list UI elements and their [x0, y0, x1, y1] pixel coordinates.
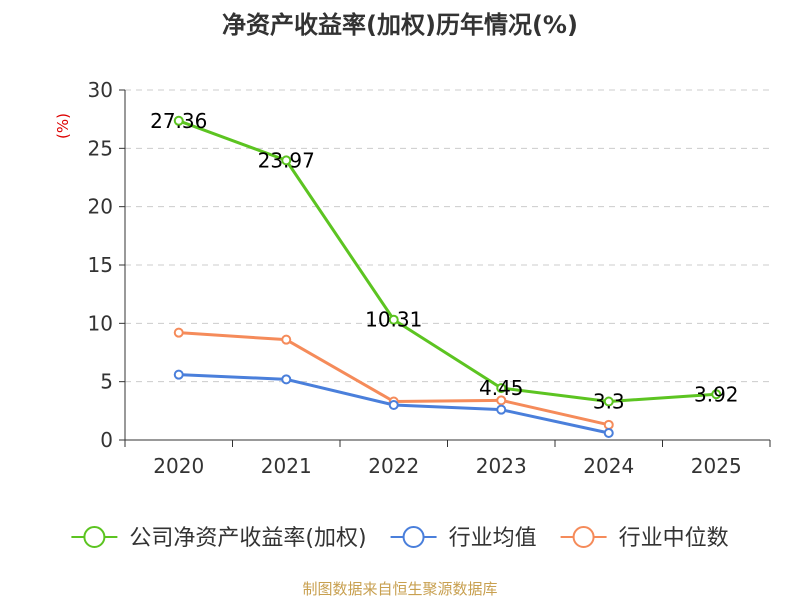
data-point[interactable] [281, 155, 292, 166]
gridlines [125, 89, 770, 383]
series-group [173, 115, 722, 438]
data-label: 3.92 [694, 382, 739, 406]
data-labels: 27.36 23.97 10.31 4.45 3.3 3.92 [150, 109, 738, 414]
data-point[interactable] [496, 383, 507, 394]
data-label: 3.3 [593, 390, 625, 414]
data-point[interactable] [603, 419, 614, 430]
data-point[interactable] [173, 115, 184, 126]
data-point[interactable] [281, 374, 292, 385]
source-note: 制图数据来自恒生聚源数据库 [302, 580, 497, 598]
data-point[interactable] [603, 428, 614, 438]
legend-swatch-marker[interactable] [572, 526, 595, 548]
legend-label[interactable]: 公司净资产收益率(加权) [129, 526, 366, 551]
data-point[interactable] [173, 327, 184, 338]
legend-swatch-marker[interactable] [402, 526, 425, 548]
x-tick-label: 2025 [691, 454, 742, 478]
legend[interactable]: 公司净资产收益率(加权) 行业均值 行业中位数 [71, 526, 729, 551]
y-tick-label: 20 [88, 195, 113, 219]
y-tick-label: 5 [100, 370, 113, 394]
x-tick-label: 2024 [583, 454, 634, 478]
series-line [178, 119, 717, 403]
data-label: 10.31 [365, 308, 422, 332]
data-label: 27.36 [150, 109, 207, 133]
x-tick-label: 2023 [476, 454, 527, 478]
data-point[interactable] [496, 395, 507, 406]
data-label: 23.97 [258, 148, 315, 172]
data-point[interactable] [711, 389, 722, 400]
legend-label[interactable]: 行业中位数 [619, 526, 729, 551]
data-point[interactable] [281, 334, 292, 345]
x-tick-label: 2021 [261, 454, 312, 478]
data-point[interactable] [496, 404, 507, 415]
y-tick-label: 15 [88, 253, 113, 277]
y-axis-label: (%) [54, 113, 72, 139]
legend-label[interactable]: 行业均值 [449, 526, 537, 551]
y-tick-label: 25 [88, 136, 113, 160]
x-tick-label: 2020 [153, 454, 204, 478]
data-point[interactable] [173, 369, 184, 380]
y-tick-label: 10 [88, 311, 113, 335]
x-tick-label: 2022 [368, 454, 419, 478]
y-tick-label: 30 [88, 78, 113, 102]
data-point[interactable] [603, 396, 614, 407]
chart-title: 净资产收益率(加权)历年情况(%) [222, 11, 578, 39]
data-point[interactable] [388, 400, 399, 410]
data-label: 4.45 [479, 376, 524, 400]
legend-swatch-marker[interactable] [83, 526, 106, 548]
data-point[interactable] [388, 314, 399, 325]
y-tick-label: 0 [100, 428, 113, 452]
